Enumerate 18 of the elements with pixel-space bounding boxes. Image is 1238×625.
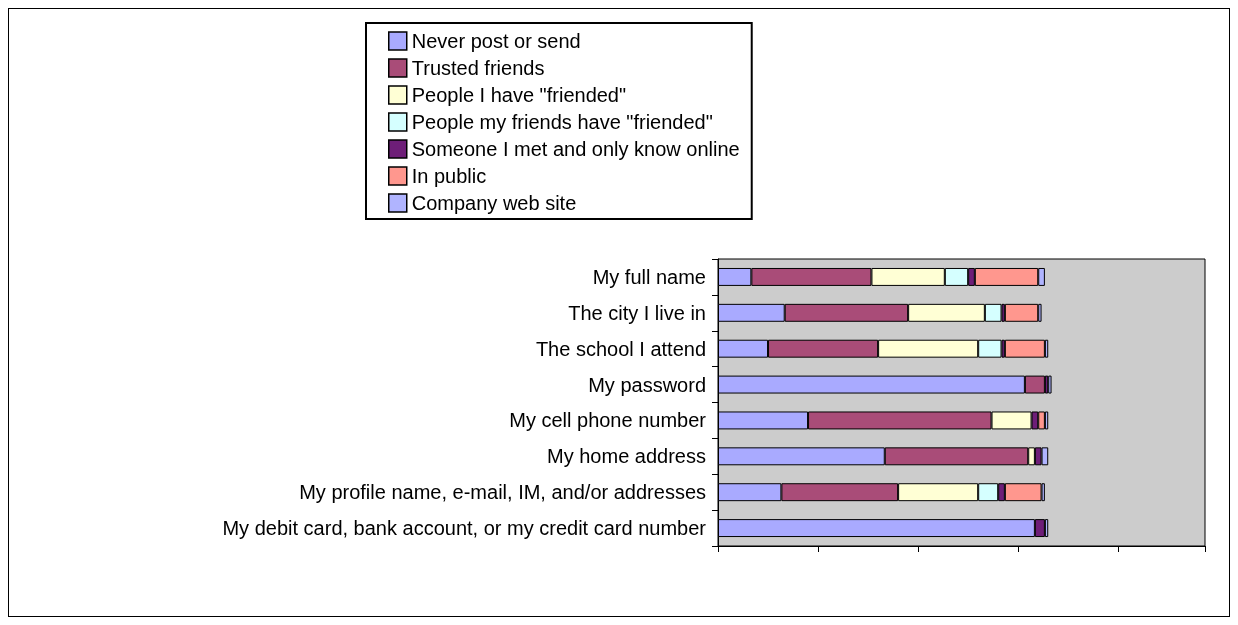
legend-label: Someone I met and only know online bbox=[411, 138, 740, 160]
y-tick-label: My cell phone number bbox=[509, 409, 707, 432]
legend-label: Never post or send bbox=[411, 30, 581, 52]
y-tick-label: My home address bbox=[547, 445, 706, 468]
bar bbox=[1004, 339, 1045, 358]
legend-label: In public bbox=[411, 165, 487, 187]
bar bbox=[1004, 303, 1039, 322]
legend-label: Trusted friends bbox=[411, 57, 545, 79]
y-tick-label: My debit card, bank account, or my credit card number bbox=[222, 517, 707, 540]
y-tick-label: My full name bbox=[592, 265, 706, 288]
legend-label: Company web site bbox=[411, 192, 577, 214]
legend-label: People my friends have "friended" bbox=[411, 111, 713, 133]
y-tick-label: My password bbox=[588, 373, 706, 396]
y-tick-label: My profile name, e-mail, IM, and/or addresses bbox=[299, 481, 706, 504]
y-tick-label: The city I live in bbox=[568, 301, 706, 324]
y-tick-label: The school I attend bbox=[535, 337, 706, 360]
bar bbox=[1048, 375, 1052, 394]
legend-label: People I have "friended" bbox=[411, 84, 627, 106]
